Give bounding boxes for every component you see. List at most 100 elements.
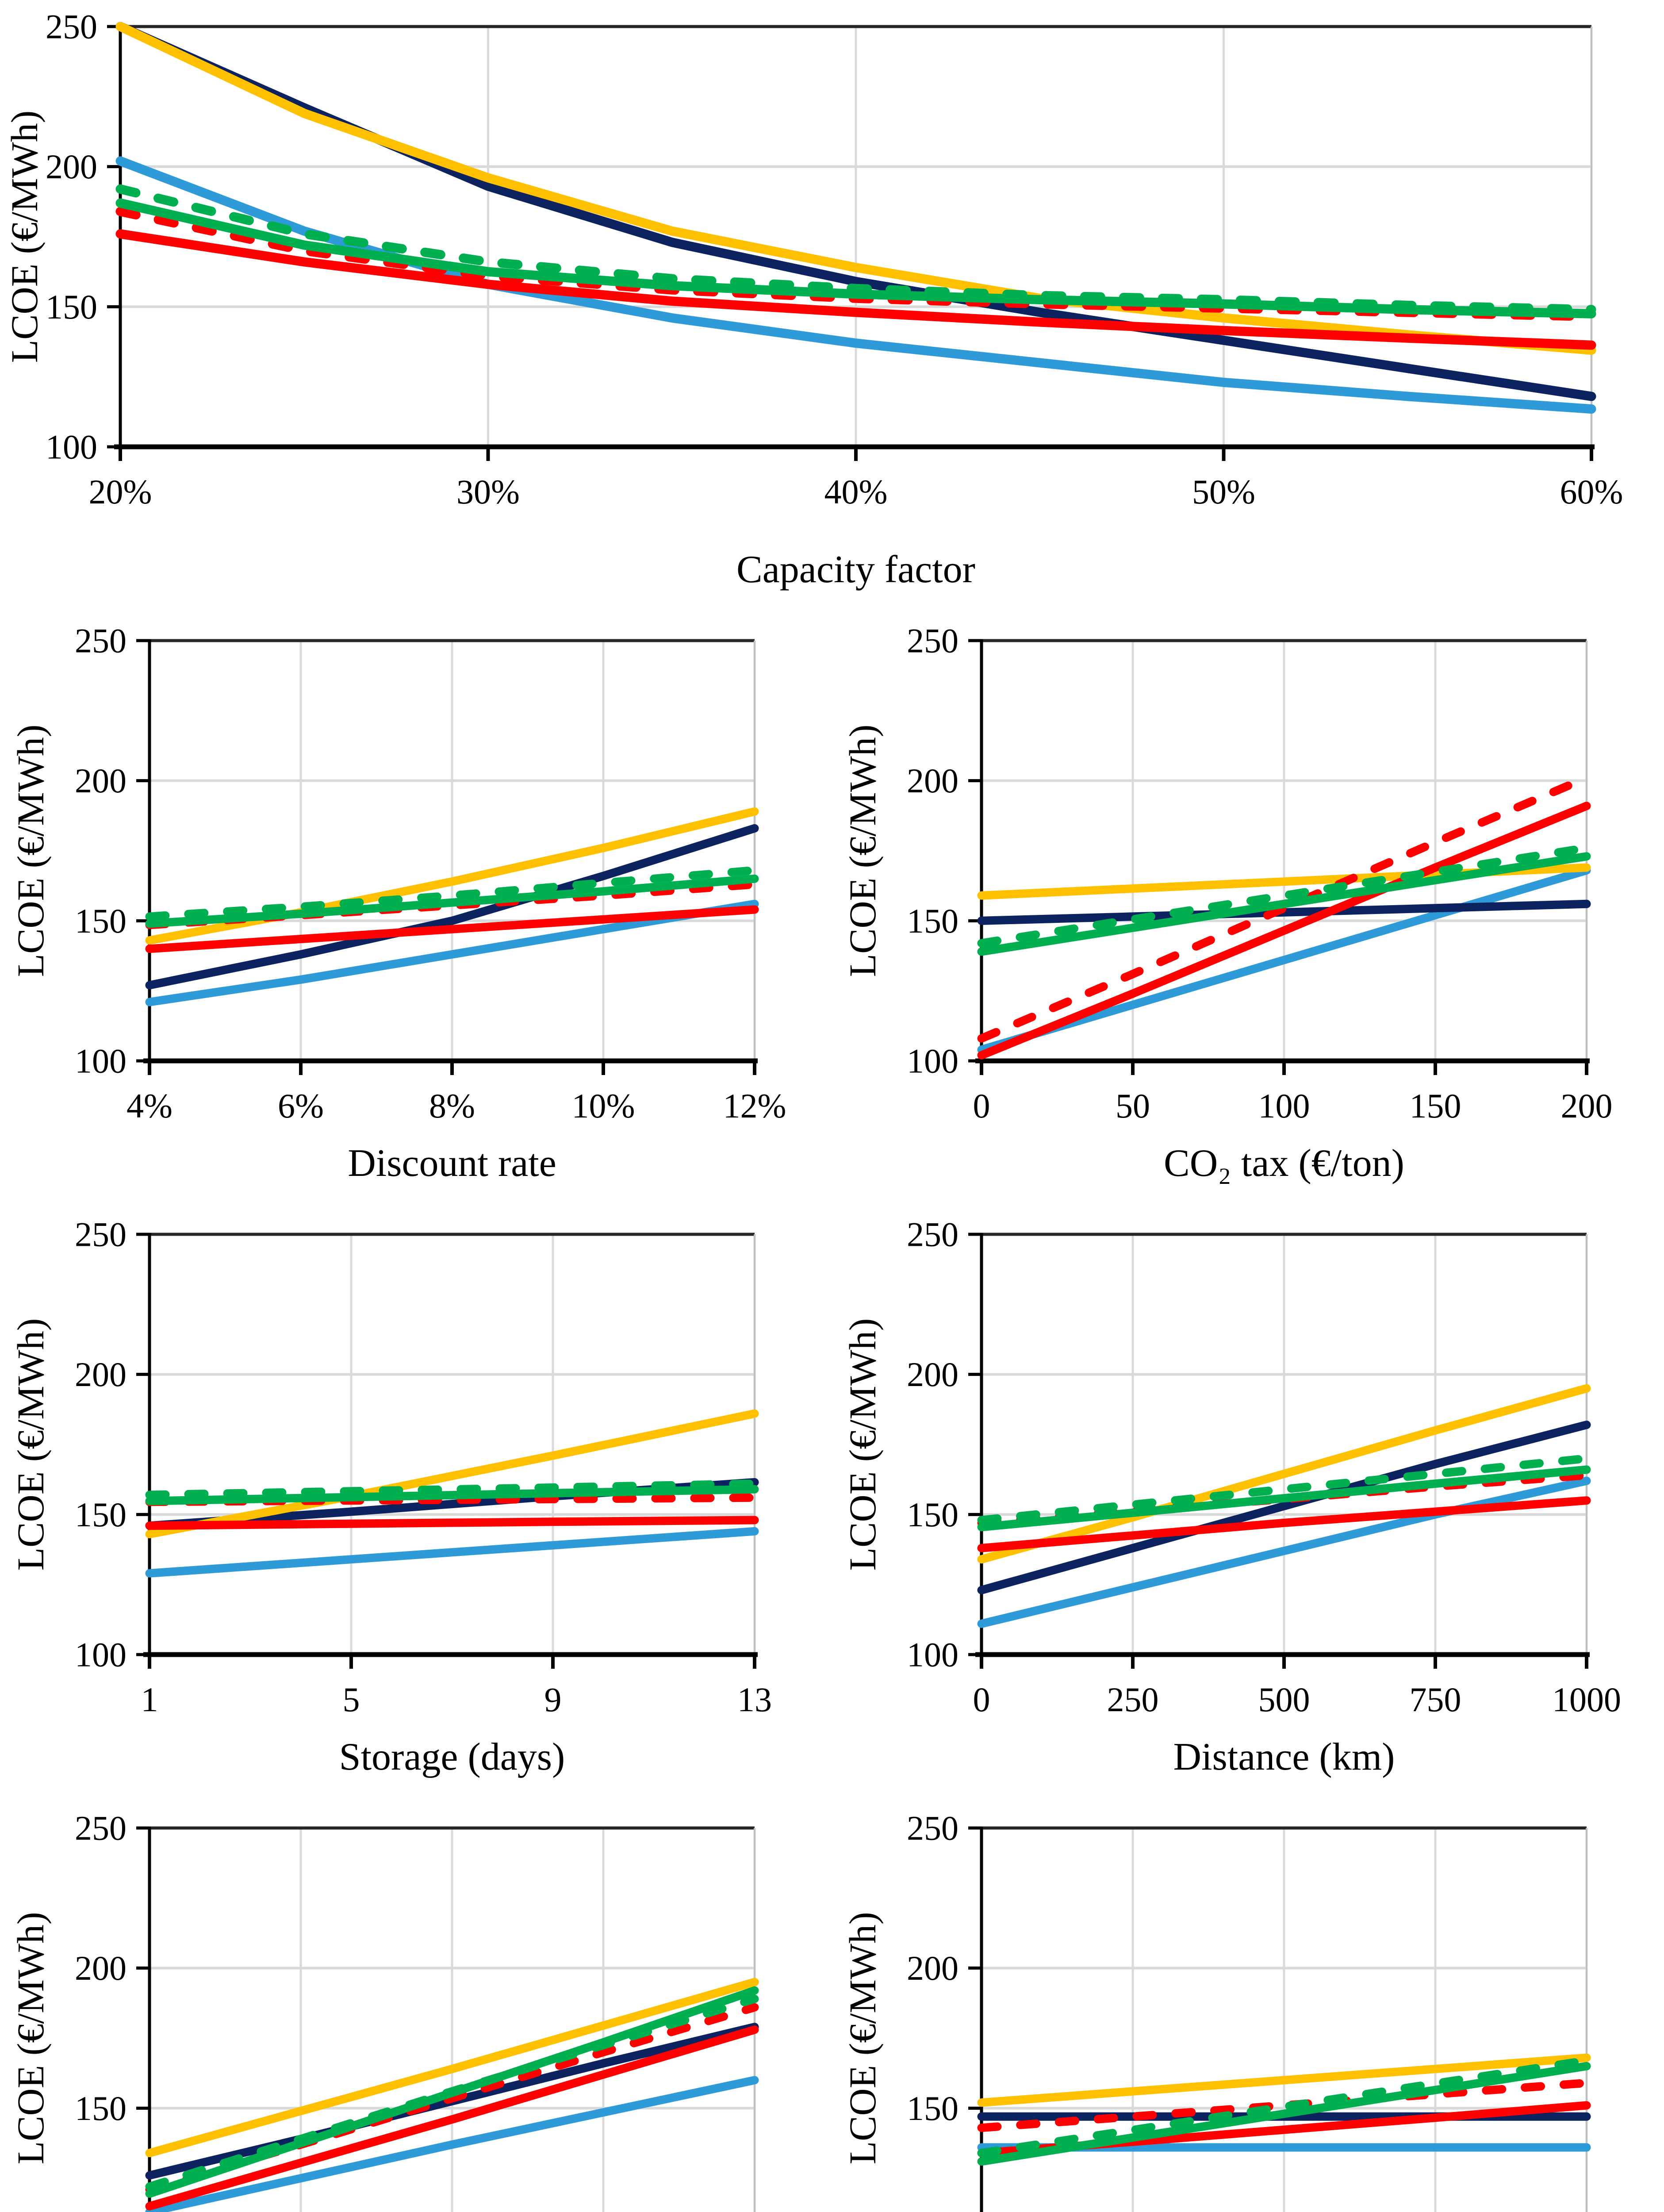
chart-block-fuel-premium: 10015020025070%80%90%100%110%Fuel premiu… bbox=[832, 1801, 1664, 2212]
x-tick-label: 250 bbox=[1107, 1680, 1159, 1719]
x-tick-label: 4% bbox=[127, 1087, 173, 1125]
chart-title: Distance (km) bbox=[1173, 1736, 1395, 1778]
chart-title: Discount rate bbox=[348, 1142, 556, 1185]
chart-block-discount-rate: 100 150 200 250 4% 6% 8% 10% 12% Discount rate LCO… bbox=[0, 613, 832, 1188]
x-tick-label: 200 bbox=[1561, 1087, 1613, 1125]
y-tick-label: 100 bbox=[75, 1636, 127, 1674]
x-tick-label: 750 bbox=[1410, 1680, 1461, 1719]
chart-block-capacity-factor: 100 150 200 250 20% 30% 40% 50% 60% Capacity fact… bbox=[0, 6, 1664, 595]
x-tick-label: 500 bbox=[1258, 1680, 1310, 1719]
line-H2CC bbox=[145, 1409, 759, 1539]
y-tick-label: 100 bbox=[907, 1636, 959, 1674]
x-tick-label: 30% bbox=[456, 472, 520, 511]
line-NH3_ChSTIG bbox=[145, 1994, 759, 2191]
y-tick-label: 200 bbox=[75, 761, 127, 800]
y-tick-label: 200 bbox=[907, 761, 959, 800]
line-H2CC bbox=[977, 1384, 1591, 1564]
x-tick-label: 6% bbox=[278, 1087, 324, 1125]
line-NH3_ChRGT bbox=[145, 874, 759, 928]
line-NH3_ChRGT bbox=[977, 1465, 1591, 1532]
x-tick-label: 9 bbox=[544, 1680, 562, 1719]
y-tick-label: 250 bbox=[46, 8, 97, 46]
line-NH3_ChSTIG bbox=[977, 844, 1591, 948]
line-MeOH_ChSTIG bbox=[977, 2078, 1591, 2132]
line-NH3_ChRGT bbox=[977, 2062, 1591, 2166]
x-tick-label: 5 bbox=[343, 1680, 360, 1719]
line-NH3_ChRGT bbox=[115, 198, 1596, 319]
line-NH3_ChSTIG bbox=[145, 866, 759, 921]
y-tick-label: 200 bbox=[907, 1949, 959, 1987]
chart-title: CO₂ tax (€/ton) bbox=[1164, 1142, 1404, 1185]
chart-fuel-premium: 10015020025070%80%90%100%110%Fuel premiu… bbox=[841, 1809, 1591, 2212]
line-NH3_ChSTIG bbox=[115, 184, 1596, 315]
y-tick-label: 200 bbox=[46, 147, 97, 186]
line-NH3_ChRGT bbox=[145, 1485, 759, 1505]
x-tick-label: 10% bbox=[572, 1087, 635, 1125]
line-NGCC bbox=[145, 899, 759, 1006]
y-tick-label: 100 bbox=[75, 1042, 127, 1080]
line-MeOH_ChRGT bbox=[977, 802, 1591, 1060]
x-tick-label: 50% bbox=[1192, 472, 1255, 511]
chart-title: Storage (days) bbox=[339, 1736, 565, 1778]
y-tick-label: 250 bbox=[75, 622, 127, 660]
x-tick-label: 50 bbox=[1116, 1087, 1150, 1125]
y-tick-label: 100 bbox=[46, 428, 97, 466]
y-axis-label: LCOE (€/MWh) bbox=[3, 111, 46, 363]
x-tick-label: 1 bbox=[141, 1680, 158, 1719]
y-axis-label: LCOE (€/MWh) bbox=[841, 1912, 884, 2165]
y-tick-label: 200 bbox=[75, 1355, 127, 1394]
chart-capacity-factor: 100 150 200 250 20% 30% 40% 50% 60% Capacity fact… bbox=[3, 8, 1623, 591]
x-tick-label: 60% bbox=[1560, 472, 1623, 511]
x-tick-label: 1000 bbox=[1552, 1680, 1621, 1719]
y-tick-label: 250 bbox=[907, 1215, 959, 1254]
line-MeOH_ChSTIG bbox=[145, 2003, 759, 2194]
y-tick-label: 250 bbox=[907, 1809, 959, 1847]
line-H2CC bbox=[115, 22, 1596, 355]
line-NGCC bbox=[145, 1527, 759, 1578]
chart-block-storage-days: 100 150 200 250 1 5 9 13 Storage (days) LCOE (€/M… bbox=[0, 1207, 832, 1782]
y-tick-label: 150 bbox=[75, 1495, 127, 1534]
y-tick-label: 250 bbox=[75, 1215, 127, 1254]
line-NGCC bbox=[145, 2076, 759, 2212]
chart-co2-tax: 100 150 200 250 0 50 100 150 200 CO₂ tax (€/ton) L… bbox=[841, 622, 1613, 1185]
line-NH3_ChSTIG bbox=[145, 1479, 759, 1499]
line-NH3_ChSTIG bbox=[977, 2056, 1591, 2158]
y-tick-label: 150 bbox=[907, 902, 959, 940]
y-tick-label: 200 bbox=[75, 1949, 127, 1987]
y-axis-label: LCOE (€/MWh) bbox=[9, 1318, 52, 1571]
x-tick-label: 20% bbox=[89, 472, 152, 511]
chart-block-co2-tax: 100 150 200 250 0 50 100 150 200 CO₂ tax (€/ton) L… bbox=[832, 613, 1664, 1188]
y-tick-label: 200 bbox=[907, 1355, 959, 1394]
y-axis-label: LCOE (€/MWh) bbox=[9, 1912, 52, 2165]
line-MeOH_ChSTIG bbox=[145, 880, 759, 929]
line-NH3_ChRGT bbox=[977, 852, 1591, 956]
y-tick-label: 150 bbox=[75, 902, 127, 940]
line-H2CC bbox=[977, 2053, 1591, 2107]
y-axis-label: LCOE (€/MWh) bbox=[9, 725, 52, 977]
chart-distance-km: 100 150 200 250 0 250 500 750 1000 Distance (km) L… bbox=[841, 1215, 1621, 1779]
y-tick-label: 150 bbox=[907, 2089, 959, 2128]
line-NGCC bbox=[115, 156, 1596, 414]
y-tick-label: 150 bbox=[46, 288, 97, 326]
x-tick-label: 150 bbox=[1410, 1087, 1461, 1125]
x-tick-label: 0 bbox=[973, 1087, 990, 1125]
x-tick-label: 13 bbox=[737, 1680, 772, 1719]
y-tick-label: 150 bbox=[907, 1495, 959, 1534]
x-tick-label: 40% bbox=[824, 472, 888, 511]
chart-storage-days: 100 150 200 250 1 5 9 13 Storage (days) LCOE (€/M… bbox=[9, 1215, 772, 1779]
line-NGCC bbox=[977, 1476, 1591, 1628]
y-tick-label: 150 bbox=[75, 2089, 127, 2128]
line-MeOH_ChRGT bbox=[115, 229, 1596, 350]
line-MeOH_ChRGT bbox=[145, 1516, 759, 1530]
y-axis-label: LCOE (€/MWh) bbox=[841, 1318, 884, 1571]
line-NGCC bbox=[977, 866, 1591, 1054]
x-tick-label: 100 bbox=[1258, 1087, 1310, 1125]
y-tick-label: 100 bbox=[907, 1042, 959, 1080]
line-PCC bbox=[145, 824, 759, 990]
chart-discount-rate: 100 150 200 250 4% 6% 8% 10% 12% Discount rate LCO… bbox=[9, 622, 786, 1185]
y-tick-label: 250 bbox=[907, 622, 959, 660]
y-axis-label: LCOE (€/MWh) bbox=[841, 725, 884, 977]
